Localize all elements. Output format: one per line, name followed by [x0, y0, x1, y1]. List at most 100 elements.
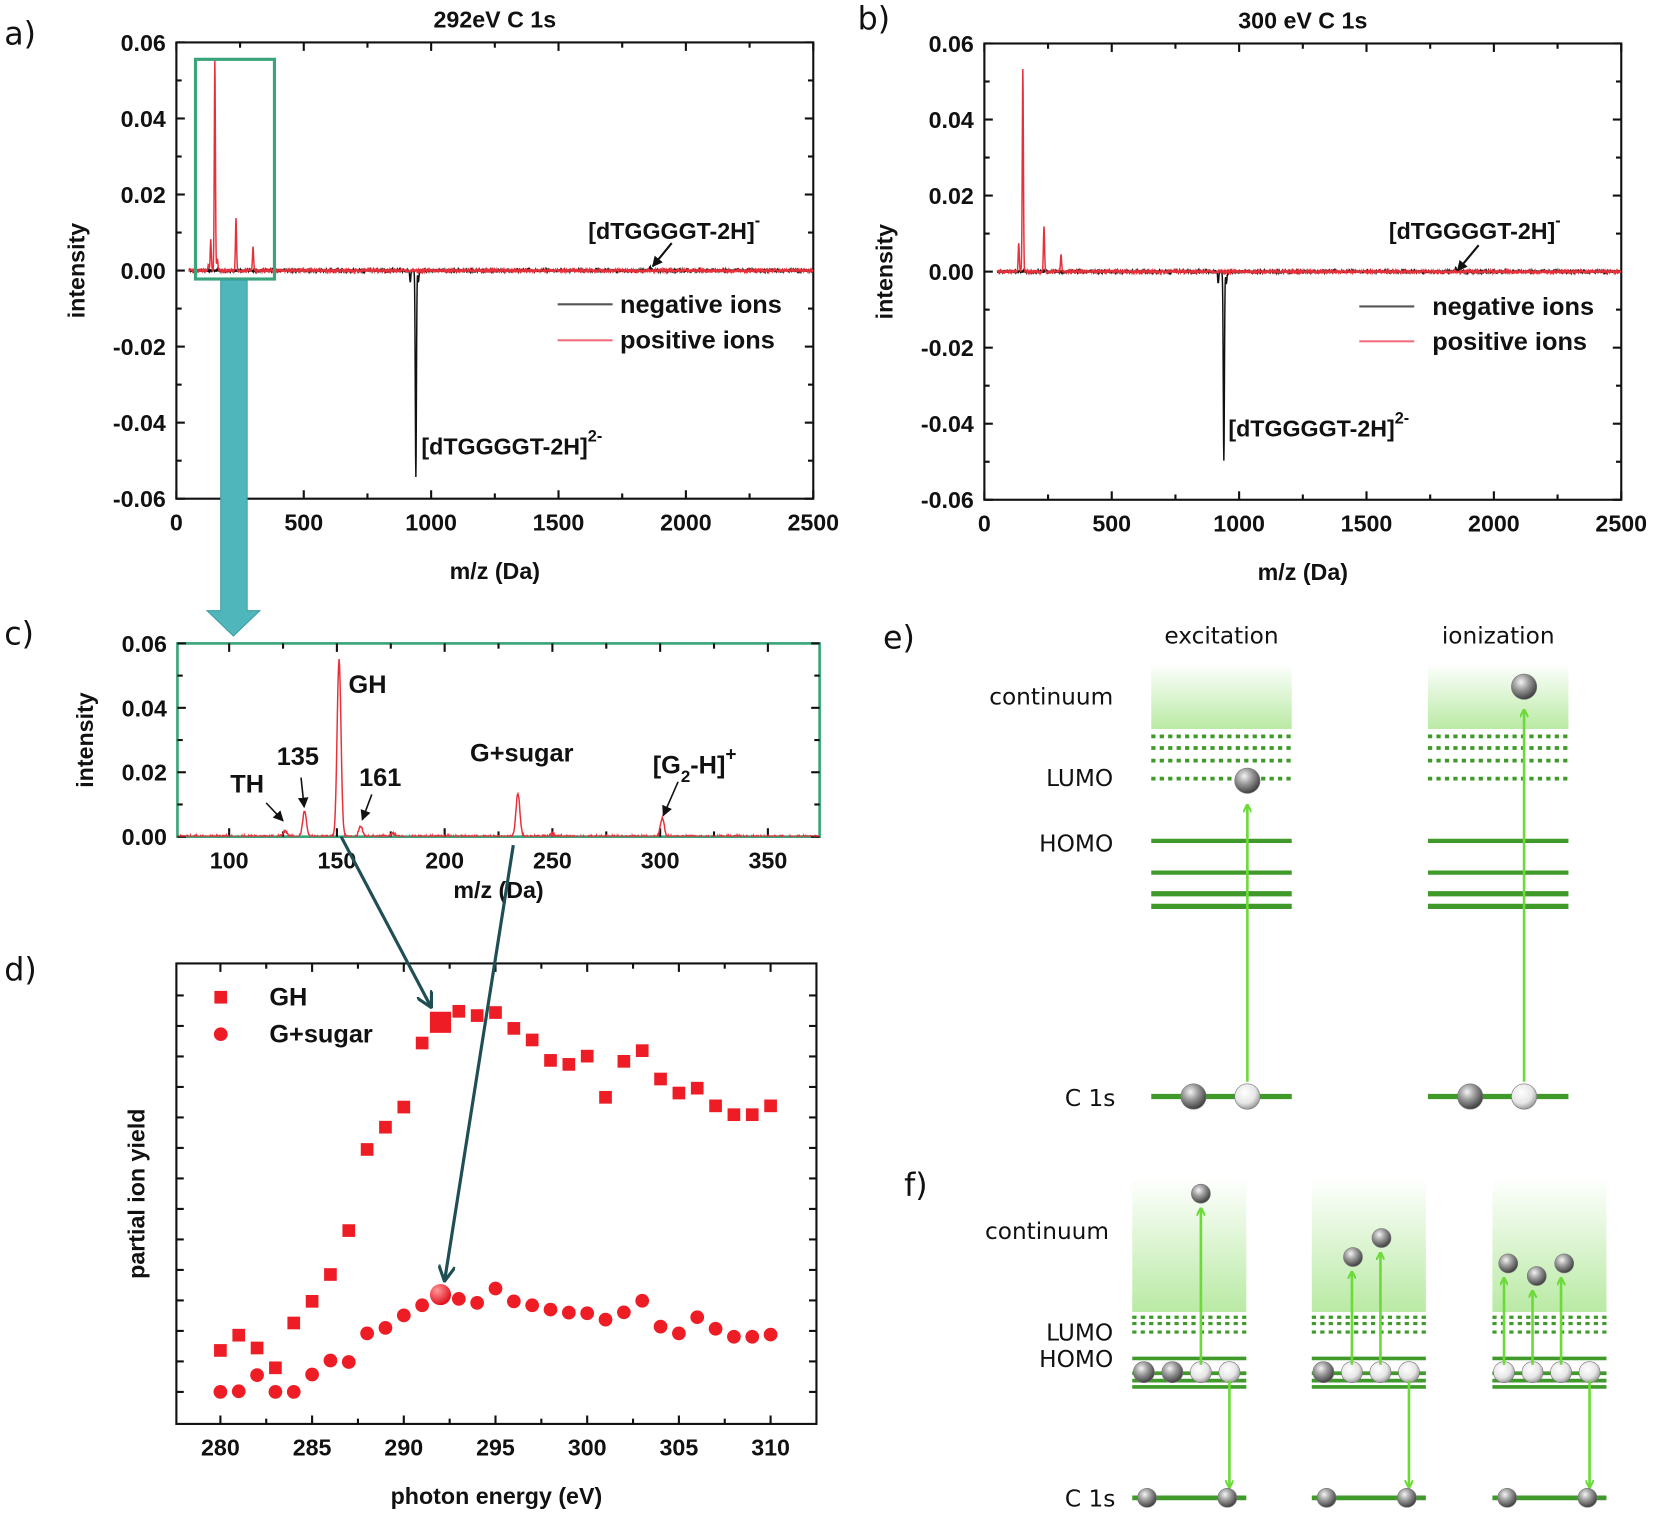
data-point-G-sugar — [598, 1312, 613, 1327]
annotation-superscript: - — [755, 212, 760, 230]
x-tick-label: 200 — [425, 847, 464, 873]
panel-label-a: a) — [4, 17, 36, 53]
annotation-arrow — [1456, 244, 1480, 272]
legend-item: positive ions — [557, 327, 775, 355]
data-point-G-sugar — [543, 1302, 558, 1317]
series-line-positive-ions — [996, 69, 1622, 276]
annotation-text: [G — [653, 751, 681, 779]
data-point-GH — [709, 1099, 722, 1113]
hole-electron-icon — [1511, 1083, 1538, 1110]
zoom-arrow — [205, 279, 262, 637]
column-excitation: excitation — [1151, 622, 1292, 1110]
x-tick-label: 305 — [660, 1435, 699, 1461]
data-point-GH — [764, 1099, 777, 1113]
data-point-GH — [507, 1022, 521, 1035]
electron-icon — [1497, 1488, 1518, 1508]
data-point-G-sugar — [396, 1308, 411, 1323]
panel-label-f: f) — [904, 1168, 928, 1204]
x-tick-label: 500 — [284, 509, 323, 535]
annotation-text2: -H] — [690, 751, 725, 779]
legend-label: negative ions — [1432, 293, 1594, 321]
diagram-e: excitation ionization continuum LUMO HOMO C 1… — [989, 622, 1569, 1112]
y-axis-title: intensity — [871, 224, 897, 320]
legend-label: positive ions — [1432, 328, 1587, 356]
y-tick-label: -0.06 — [113, 486, 166, 512]
data-point-G-sugar — [305, 1367, 319, 1382]
panel-label-b: b) — [858, 2, 890, 38]
x-tick-label: 1000 — [1213, 510, 1265, 536]
data-point-GH — [690, 1081, 704, 1095]
legend-item: negative ions — [1359, 293, 1594, 321]
x-tick-label: 300 — [641, 847, 680, 873]
auger-column-1 — [1132, 1177, 1247, 1508]
annotation-arrow — [651, 242, 673, 268]
peak-label: 161 — [359, 764, 401, 792]
data-point-G-sugar — [323, 1353, 338, 1368]
electron-icon — [1457, 1083, 1484, 1110]
data-point-G-sugar — [488, 1281, 503, 1296]
x-tick-label: 290 — [384, 1435, 423, 1461]
data-point-G-sugar — [429, 1284, 452, 1306]
chart-d: 280 285 290 295 300 305 310 photon energy (eV) p… — [124, 962, 818, 1509]
x-axis-title: m/z (Da) — [450, 558, 540, 584]
annotation-text: [dTGGGGT-2H] — [1389, 218, 1555, 244]
electron-icon — [1526, 1266, 1547, 1286]
y-tick-label: 0.06 — [122, 631, 167, 657]
legend-item: positive ions — [1359, 328, 1587, 356]
data-point-GH — [305, 1294, 319, 1308]
y-tick-label: 0.04 — [929, 107, 974, 133]
annotation-text: [dTGGGGT-2H] — [421, 433, 587, 459]
y-tick-label: 0.04 — [122, 695, 167, 721]
data-point-GH — [672, 1086, 686, 1100]
level-label-homo: HOMO — [1039, 1346, 1113, 1373]
electron-icon — [1371, 1228, 1392, 1248]
link-arrow-GH — [339, 835, 431, 1007]
electron-icon — [1217, 1488, 1238, 1508]
column-title: ionization — [1442, 622, 1555, 649]
data-point-G-sugar — [378, 1321, 393, 1335]
annotation-superscript: - — [1555, 212, 1560, 230]
annotation-monoanion: [dTGGGGT-2H]- — [588, 212, 760, 244]
x-tick-label: 280 — [201, 1435, 240, 1461]
data-point-GH — [360, 1143, 374, 1156]
peak-label-arrow — [662, 781, 679, 817]
y-tick-label: 0.04 — [121, 106, 166, 132]
electron-icon — [1161, 1361, 1184, 1384]
annotation-superscript: + — [725, 745, 736, 766]
continuum-band — [1151, 663, 1292, 729]
data-point-G-sugar — [470, 1295, 485, 1310]
data-point-GH — [617, 1054, 631, 1068]
y-axis-title: intensity — [63, 223, 89, 319]
data-point-G-sugar — [213, 1385, 228, 1399]
data-point-G-sugar — [763, 1327, 778, 1342]
continuum-band — [1427, 663, 1569, 729]
data-point-GH — [525, 1033, 539, 1047]
level-label-lumo: LUMO — [1046, 1319, 1113, 1346]
panel-label-d: d) — [4, 952, 36, 988]
data-point-G-sugar — [506, 1294, 521, 1309]
panel-label-c: c) — [4, 616, 34, 652]
x-tick-label: 0 — [170, 509, 183, 535]
x-axis-title: m/z (Da) — [453, 877, 543, 903]
electron-icon — [1511, 673, 1538, 700]
annotation-text: [dTGGGGT-2H] — [1228, 415, 1394, 441]
legend-marker-square — [214, 990, 228, 1004]
data-point-GH — [415, 1036, 429, 1050]
x-tick-label: 100 — [210, 847, 249, 873]
continuum-band — [1311, 1177, 1426, 1312]
data-point-GH — [452, 1004, 466, 1018]
data-point-GH — [635, 1044, 649, 1057]
electron-icon — [1498, 1253, 1519, 1274]
y-tick-label: -0.02 — [921, 335, 974, 361]
x-tick-label: 2000 — [1468, 510, 1520, 536]
y-tick-label: 0.06 — [929, 31, 974, 57]
x-tick-label: 1500 — [533, 509, 585, 535]
data-point-G-sugar — [415, 1298, 430, 1313]
chart-title: 300 eV C 1s — [1238, 8, 1367, 34]
data-point-GH — [342, 1224, 356, 1237]
data-point-GH — [429, 1011, 452, 1033]
x-tick-label: 1500 — [1341, 510, 1393, 536]
data-point-GH — [269, 1361, 282, 1375]
data-point-GH — [250, 1341, 264, 1355]
y-tick-label: 0.02 — [122, 760, 167, 786]
